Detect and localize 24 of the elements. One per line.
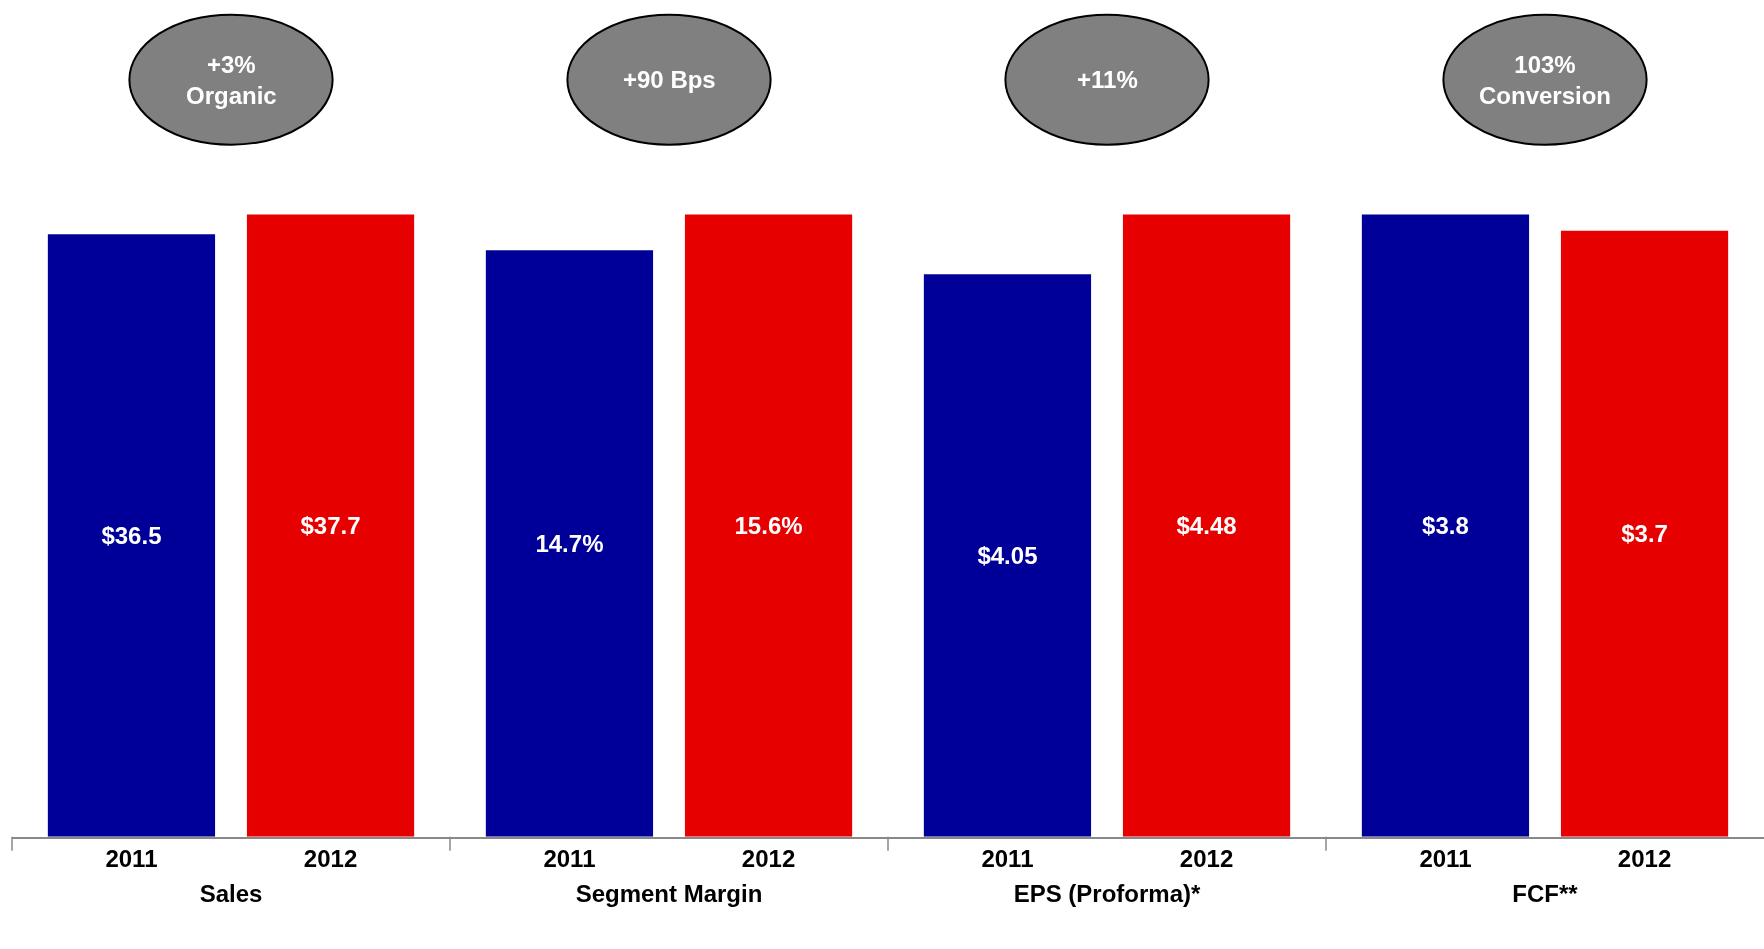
x-tick-label: 2012 [741,845,796,873]
data-label: $3.7 [1621,520,1668,548]
x-axis-title: Sales [199,880,263,908]
text: 103% Conversion [1479,51,1612,110]
x-axis-title: Segment Margin [575,880,763,908]
data-label: $4.05 [977,542,1038,570]
x-tick-label: 2011 [981,845,1034,873]
x-tick-label: 2012 [303,845,358,873]
text: +90 Bps [623,66,716,93]
data-label: 14.7% [535,530,604,558]
x-axis-title: EPS (Proforma)* [1013,880,1202,908]
data-label: $37.7 [300,512,361,540]
data-label: $36.5 [101,522,162,550]
x-tick-label: 2012 [1617,845,1672,873]
x-tick-label: 2012 [1179,845,1234,873]
x-axis-title: FCF** [1512,880,1579,908]
data-label: $3.8 [1422,512,1469,540]
x-tick-label: 2011 [543,845,596,873]
x-tick-label: 2011 [1419,845,1472,873]
text: +3% Organic [186,51,277,110]
text: +11% [1077,66,1138,93]
data-label: $4.48 [1176,512,1237,540]
data-label: 15.6% [734,512,803,540]
x-tick-label: 2011 [105,845,158,873]
